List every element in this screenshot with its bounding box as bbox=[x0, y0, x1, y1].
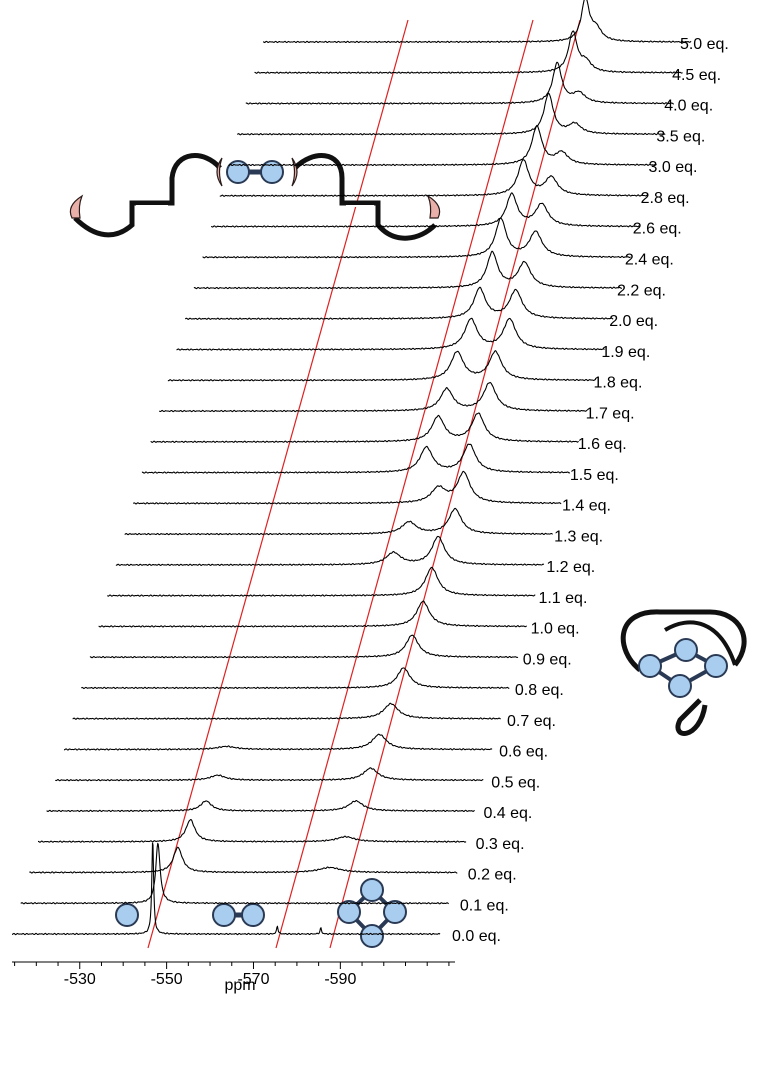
series-label: 1.1 eq. bbox=[538, 590, 587, 607]
bead bbox=[674, 638, 698, 662]
spectrum bbox=[12, 842, 441, 936]
spectrum bbox=[245, 61, 674, 105]
icons bbox=[69, 153, 747, 948]
bead bbox=[383, 900, 407, 924]
strand bbox=[73, 153, 222, 238]
series-label: 5.0 eq. bbox=[680, 36, 729, 53]
spectrum bbox=[20, 842, 449, 905]
series-label: 4.0 eq. bbox=[664, 98, 713, 115]
spectrum bbox=[167, 350, 597, 382]
series-label: 0.4 eq. bbox=[483, 805, 532, 822]
series-label: 2.2 eq. bbox=[617, 282, 666, 299]
series-label: 0.6 eq. bbox=[499, 744, 548, 761]
bead bbox=[360, 878, 384, 902]
series-label: 1.9 eq. bbox=[601, 344, 650, 361]
bead bbox=[704, 654, 728, 678]
x-tick-label: -590 bbox=[324, 971, 356, 988]
spectrum bbox=[107, 566, 536, 597]
series-label: 1.3 eq. bbox=[554, 528, 603, 545]
series-label: 1.2 eq. bbox=[546, 559, 595, 576]
series-label: 1.4 eq. bbox=[562, 498, 611, 515]
series-label: 0.7 eq. bbox=[507, 713, 556, 730]
series-label: 2.4 eq. bbox=[625, 251, 674, 268]
series-label: 2.6 eq. bbox=[633, 221, 682, 238]
series-label: 4.5 eq. bbox=[672, 67, 721, 84]
spectrum bbox=[210, 192, 640, 228]
guide-line bbox=[329, 19, 581, 949]
spectrum bbox=[228, 124, 657, 167]
spectrum bbox=[98, 600, 527, 628]
bead bbox=[360, 924, 384, 948]
spectrum bbox=[158, 381, 588, 413]
bead bbox=[260, 160, 284, 184]
spectrum bbox=[193, 250, 623, 290]
spectrum bbox=[38, 819, 467, 843]
bead bbox=[115, 903, 139, 927]
series-label: 2.8 eq. bbox=[641, 190, 690, 207]
guide-lines bbox=[147, 19, 581, 949]
spectrum bbox=[202, 217, 631, 259]
bead bbox=[226, 160, 250, 184]
series-label: 0.3 eq. bbox=[476, 836, 525, 853]
series-label: 1.7 eq. bbox=[586, 405, 635, 422]
strand bbox=[663, 620, 737, 666]
spectrum bbox=[184, 286, 614, 321]
spectrum bbox=[141, 443, 571, 474]
spectrum bbox=[176, 317, 605, 351]
spectrum bbox=[72, 702, 501, 720]
series-label: 1.8 eq. bbox=[593, 375, 642, 392]
binding-site bbox=[216, 157, 223, 187]
guide-line bbox=[275, 19, 534, 949]
binding-site bbox=[426, 194, 441, 219]
binding-site bbox=[69, 194, 84, 219]
spectrum bbox=[219, 159, 648, 197]
spectrum bbox=[132, 470, 562, 505]
x-tick-label: -550 bbox=[151, 971, 183, 988]
bead bbox=[337, 900, 361, 924]
spectrum bbox=[55, 767, 484, 782]
spectrum bbox=[89, 634, 519, 659]
x-tick-label: -570 bbox=[237, 971, 269, 988]
bead bbox=[668, 674, 692, 698]
spectrum bbox=[29, 846, 458, 874]
binding-site bbox=[291, 157, 298, 187]
x-tick-label: -530 bbox=[64, 971, 96, 988]
bead bbox=[241, 903, 265, 927]
guide-line bbox=[147, 19, 409, 949]
series-label: 2.0 eq. bbox=[609, 313, 658, 330]
strand bbox=[620, 609, 747, 736]
x-axis-title: ppm bbox=[224, 977, 255, 994]
bead bbox=[212, 903, 236, 927]
bead bbox=[638, 654, 662, 678]
series-label: 0.8 eq. bbox=[515, 682, 564, 699]
series-label: 0.9 eq. bbox=[523, 651, 572, 668]
spectrum bbox=[262, 0, 692, 44]
series-label: 1.5 eq. bbox=[570, 467, 619, 484]
spectrum bbox=[124, 507, 553, 536]
spectrum bbox=[46, 800, 475, 813]
strand bbox=[293, 153, 437, 241]
traces: 0.0 eq. 0.1 eq. 0.2 eq. 0.3 eq. 0.4 eq. 0.5 e… bbox=[12, 0, 729, 945]
series-label: 1.0 eq. bbox=[531, 621, 580, 638]
spectrum bbox=[236, 92, 666, 136]
spectrum bbox=[254, 30, 683, 74]
spectrum bbox=[115, 535, 545, 567]
series-label: 3.0 eq. bbox=[649, 159, 698, 176]
series-label: 1.6 eq. bbox=[578, 436, 627, 453]
spectrum bbox=[63, 733, 493, 751]
spectrum bbox=[81, 667, 510, 690]
series-label: 0.5 eq. bbox=[491, 774, 540, 791]
series-label: 0.2 eq. bbox=[468, 867, 517, 884]
series-label: 0.1 eq. bbox=[460, 897, 509, 914]
series-label: 0.0 eq. bbox=[452, 928, 501, 945]
series-label: 3.5 eq. bbox=[656, 128, 705, 145]
spectrum bbox=[150, 412, 579, 444]
